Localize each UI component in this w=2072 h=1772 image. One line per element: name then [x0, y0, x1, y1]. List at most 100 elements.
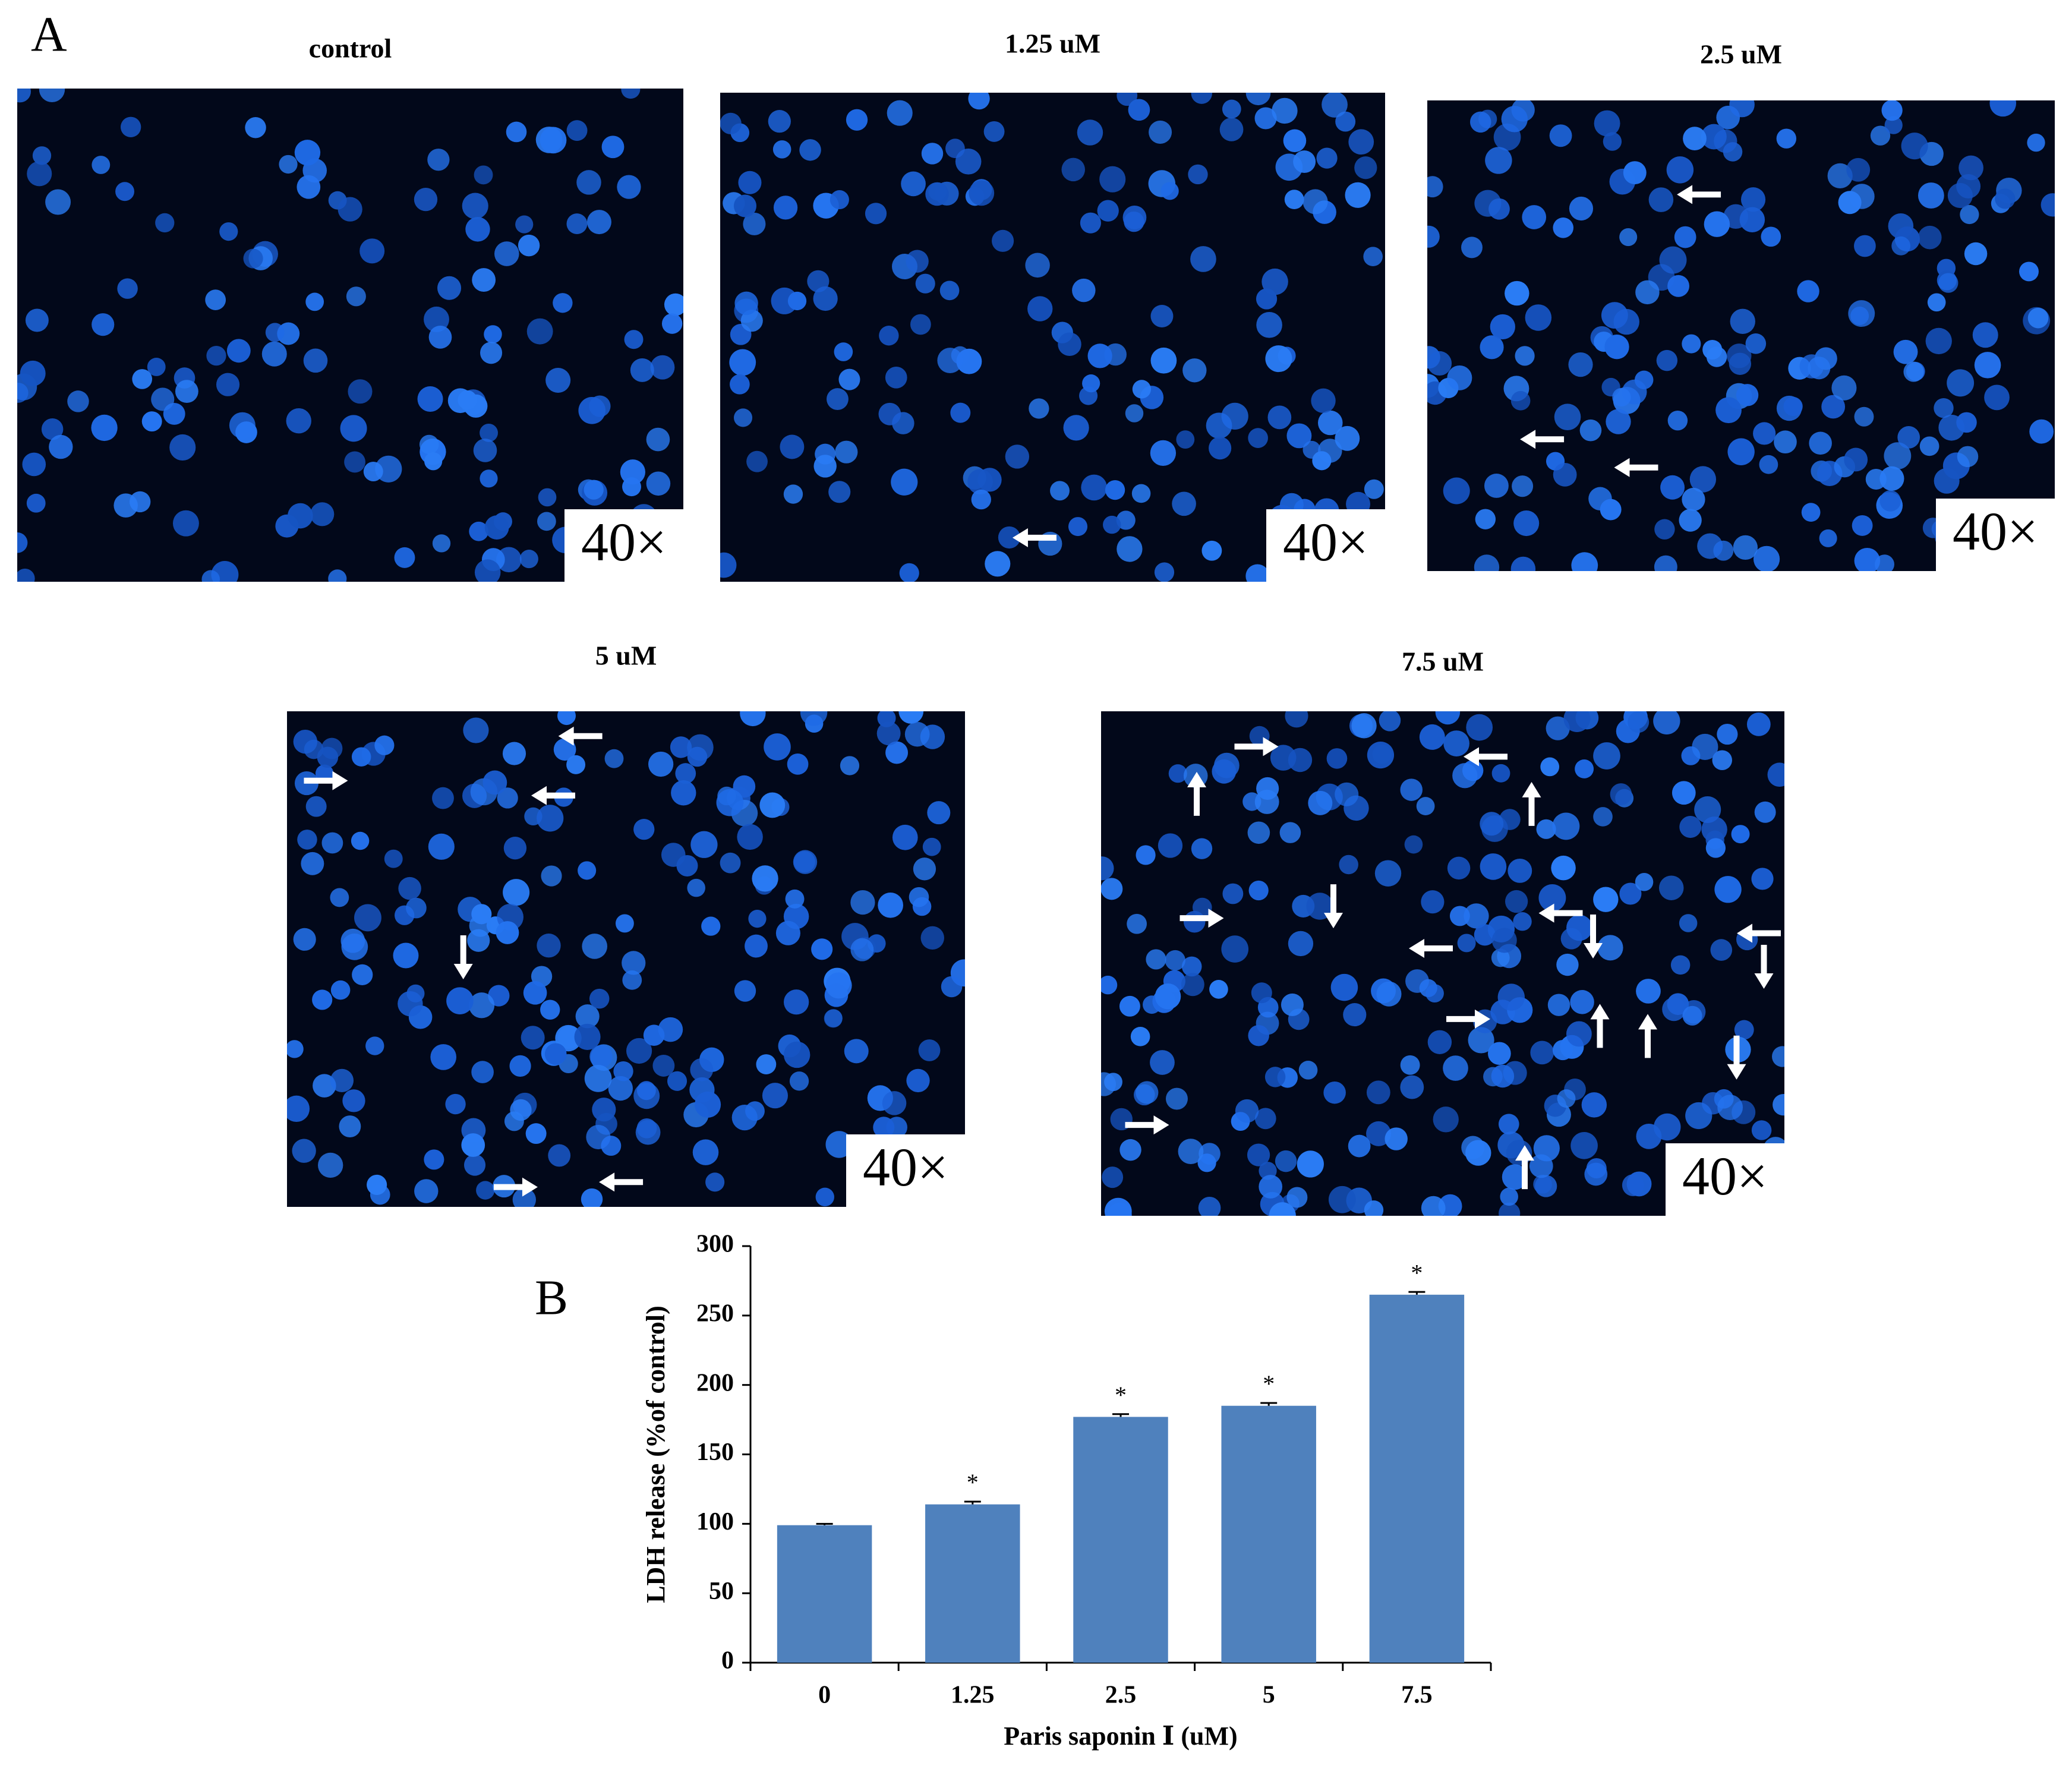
cell [1682, 487, 1705, 512]
cell [918, 1039, 941, 1061]
cell [523, 981, 547, 1005]
cell [1447, 856, 1471, 880]
cell [584, 480, 604, 500]
cell [419, 434, 439, 455]
cell [1288, 748, 1313, 773]
cell [1212, 759, 1237, 784]
cell [1339, 855, 1358, 875]
cell [1884, 116, 1903, 134]
cell [731, 1105, 758, 1131]
cell [1475, 509, 1496, 529]
cell [1435, 711, 1461, 725]
cell [1127, 913, 1147, 934]
cell [773, 196, 798, 220]
micrograph: 40× [287, 711, 965, 1207]
cell [1484, 474, 1509, 498]
cell [1256, 288, 1278, 310]
cell [1612, 387, 1631, 407]
cell [39, 89, 65, 103]
cell [910, 314, 931, 335]
cell [1264, 1067, 1286, 1087]
cell [496, 921, 519, 944]
cell [1400, 1075, 1424, 1099]
cell [789, 1071, 809, 1091]
cell [1679, 816, 1702, 838]
cell [518, 234, 540, 257]
cell [432, 534, 451, 553]
cell [1685, 1102, 1713, 1130]
cell [768, 110, 791, 133]
cell [147, 358, 166, 376]
cell [92, 313, 115, 336]
cell [775, 920, 800, 945]
cell [1510, 556, 1536, 571]
cell [1354, 156, 1377, 179]
cell [904, 721, 930, 747]
cell [1491, 948, 1510, 967]
cell [876, 721, 901, 746]
cell [877, 711, 896, 727]
arrow [1754, 944, 1774, 989]
cell [1027, 296, 1053, 321]
cell [1717, 723, 1738, 745]
cell [367, 1174, 387, 1195]
cell [1198, 1196, 1221, 1216]
cell [1221, 935, 1249, 963]
cell [1849, 184, 1875, 209]
cell [1533, 1174, 1552, 1194]
cell [1733, 535, 1758, 560]
cell [1754, 801, 1776, 823]
cell [17, 89, 31, 103]
cell [1279, 822, 1301, 843]
cell [873, 1117, 895, 1139]
cell [1072, 278, 1096, 302]
significance-mark: * [1263, 1370, 1275, 1397]
arrow [1464, 747, 1508, 767]
cell [1934, 398, 1954, 418]
cell [398, 876, 421, 900]
cell [1419, 724, 1445, 750]
cell [921, 143, 944, 165]
cell [1619, 882, 1642, 905]
cell [835, 440, 858, 464]
cell [503, 879, 530, 906]
cell [1563, 711, 1591, 733]
cell [878, 892, 903, 918]
cell [553, 293, 573, 313]
cell [1461, 237, 1483, 258]
bar [1369, 1294, 1465, 1663]
cell [1116, 510, 1136, 530]
cell [906, 1068, 930, 1093]
cell [1433, 1106, 1459, 1133]
cell [1465, 1140, 1491, 1166]
cell [1480, 853, 1507, 880]
cell [1751, 1120, 1772, 1140]
cell [1705, 838, 1726, 858]
x-tick-label: 1.25 [951, 1682, 995, 1709]
arrow [1446, 1009, 1490, 1029]
cell [310, 502, 335, 526]
cell [1734, 1020, 1754, 1040]
cell [1714, 876, 1742, 903]
cell [1960, 204, 1979, 225]
cell [1119, 995, 1140, 1017]
cell [1335, 111, 1356, 132]
cell [1182, 358, 1207, 383]
cell [541, 865, 562, 887]
cell [1808, 357, 1831, 380]
cell [920, 926, 944, 950]
cell [41, 418, 64, 440]
cell [1335, 425, 1360, 451]
cell [1628, 711, 1650, 733]
cell [141, 411, 162, 432]
arrow [1187, 771, 1206, 816]
cell [1739, 207, 1765, 232]
cell [830, 190, 849, 210]
cell [1348, 1134, 1371, 1158]
cell [1105, 480, 1125, 500]
cell [461, 1133, 485, 1157]
cell [428, 833, 455, 860]
cell [1155, 983, 1181, 1010]
cell [1505, 280, 1529, 306]
cell [1165, 950, 1185, 971]
